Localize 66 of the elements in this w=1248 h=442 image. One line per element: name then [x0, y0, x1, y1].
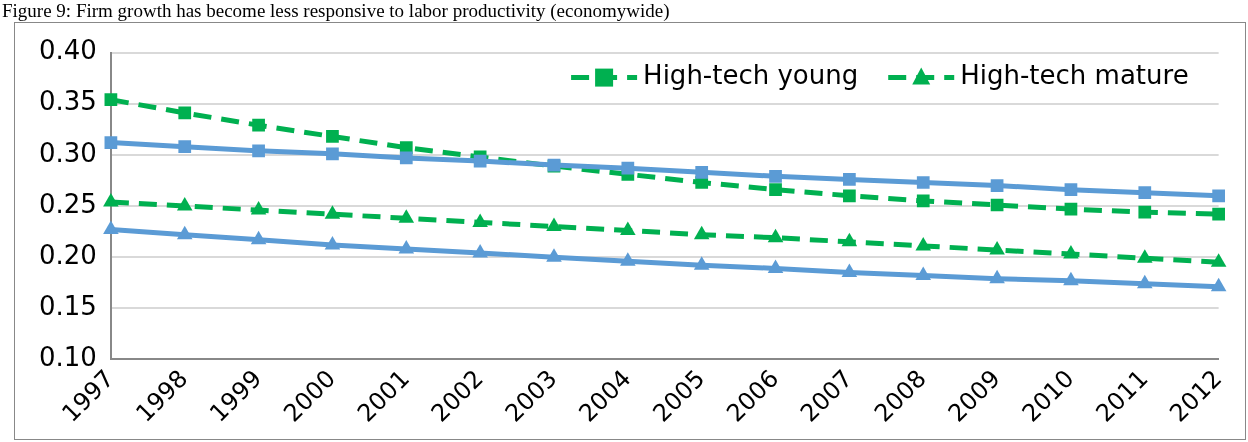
y-tick-label: 0.10	[39, 342, 97, 373]
point	[767, 259, 784, 273]
point	[769, 170, 782, 183]
point	[398, 239, 415, 254]
point	[841, 232, 858, 247]
y-tick-label: 0.15	[39, 291, 97, 322]
point	[695, 165, 709, 179]
point	[250, 230, 267, 245]
point	[178, 140, 192, 154]
point	[472, 213, 488, 227]
point	[620, 252, 636, 266]
point	[1212, 189, 1225, 203]
point	[1212, 207, 1225, 221]
point	[546, 248, 562, 262]
point	[767, 228, 784, 243]
point	[252, 144, 265, 158]
point	[621, 161, 635, 175]
y-tick-label: 0.35	[39, 86, 97, 117]
point	[103, 192, 119, 207]
point	[990, 179, 1004, 192]
point	[176, 197, 193, 211]
point	[104, 93, 118, 107]
point	[915, 236, 932, 251]
y-tick-label: 0.30	[39, 137, 97, 168]
point	[843, 189, 856, 203]
point	[103, 220, 119, 235]
point	[843, 173, 856, 186]
point	[1064, 183, 1078, 197]
point	[693, 225, 710, 240]
point	[1136, 274, 1153, 289]
point	[989, 269, 1005, 284]
point	[693, 256, 710, 270]
point	[472, 244, 488, 258]
point	[1210, 253, 1227, 267]
point	[915, 266, 932, 281]
point	[1136, 249, 1153, 263]
point	[916, 176, 930, 189]
point	[1138, 205, 1152, 219]
point	[916, 194, 930, 208]
point	[1063, 245, 1079, 259]
point	[769, 183, 782, 197]
legend-label: High-tech mature	[960, 60, 1189, 91]
point	[473, 154, 487, 168]
y-tick-label: 0.20	[39, 239, 97, 270]
point	[252, 118, 265, 132]
point	[620, 221, 636, 236]
point	[324, 205, 341, 219]
point	[326, 147, 339, 161]
legend-label: High-tech young	[643, 60, 859, 91]
point	[1210, 277, 1227, 292]
point	[1138, 186, 1152, 200]
y-tick-label: 0.25	[39, 188, 97, 219]
y-tick-label: 0.40	[39, 35, 97, 66]
point	[1063, 271, 1079, 286]
point	[178, 106, 192, 120]
point	[398, 209, 415, 223]
point	[176, 225, 193, 240]
point	[546, 217, 562, 231]
point	[399, 151, 413, 165]
point	[250, 201, 267, 215]
point	[326, 130, 339, 143]
point	[989, 241, 1005, 255]
chart-title: Figure 9: Firm growth has become less responsive to labor productivity (economywide)	[1, 0, 671, 22]
point	[104, 136, 118, 149]
point	[841, 263, 858, 278]
point	[324, 235, 341, 250]
